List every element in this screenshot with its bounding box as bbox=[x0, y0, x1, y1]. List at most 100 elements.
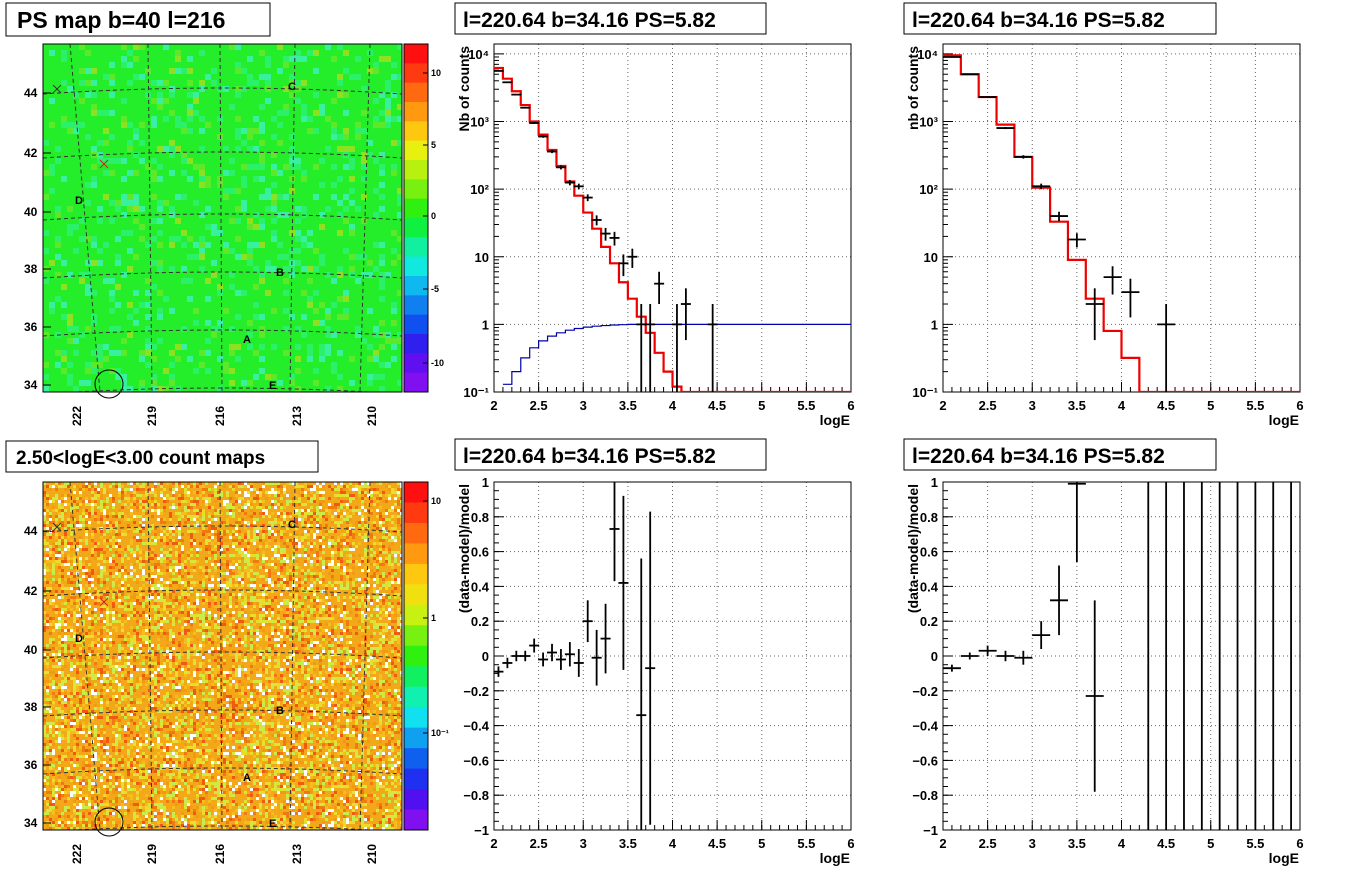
map-pixel bbox=[211, 332, 217, 338]
map-pixel bbox=[220, 590, 223, 593]
map-pixel bbox=[313, 488, 316, 491]
map-pixel bbox=[229, 641, 232, 644]
map-pixel bbox=[46, 527, 49, 530]
map-pixel bbox=[241, 482, 244, 485]
map-pixel bbox=[67, 635, 70, 638]
map-pixel bbox=[91, 626, 94, 629]
map-pixel bbox=[103, 491, 106, 494]
map-pixel bbox=[133, 617, 136, 620]
map-pixel bbox=[385, 635, 388, 638]
map-pixel bbox=[139, 560, 142, 563]
map-pixel bbox=[151, 194, 157, 200]
map-pixel bbox=[367, 617, 370, 620]
map-pixel bbox=[160, 566, 163, 569]
map-pixel bbox=[67, 617, 70, 620]
map-pixel bbox=[55, 518, 58, 521]
map-pixel bbox=[256, 527, 259, 530]
map-pixel bbox=[103, 626, 106, 629]
map-pixel bbox=[133, 503, 136, 506]
map-pixel bbox=[262, 623, 265, 626]
map-pixel bbox=[262, 485, 265, 488]
map-pixel bbox=[88, 515, 91, 518]
map-pixel bbox=[199, 662, 202, 665]
map-pixel bbox=[238, 641, 241, 644]
longitude-line bbox=[289, 44, 296, 392]
map-pixel bbox=[310, 542, 313, 545]
map-pixel bbox=[238, 551, 241, 554]
map-pixel bbox=[271, 629, 274, 632]
map-pixel bbox=[61, 620, 64, 623]
map-pixel bbox=[265, 617, 268, 620]
map-pixel bbox=[295, 206, 301, 212]
map-pixel bbox=[112, 581, 115, 584]
map-pixel bbox=[238, 611, 241, 614]
map-pixel bbox=[118, 539, 121, 542]
map-pixel bbox=[319, 344, 325, 350]
map-pixel bbox=[169, 620, 172, 623]
map-pixel bbox=[376, 659, 379, 662]
map-pixel bbox=[130, 575, 133, 578]
map-pixel bbox=[208, 617, 211, 620]
map-pixel bbox=[346, 554, 349, 557]
map-pixel bbox=[352, 581, 355, 584]
map-pixel bbox=[88, 653, 91, 656]
map-pixel bbox=[283, 641, 286, 644]
map-pixel bbox=[274, 620, 277, 623]
map-pixel bbox=[391, 656, 394, 659]
map-pixel bbox=[178, 596, 181, 599]
map-pixel bbox=[214, 626, 217, 629]
map-pixel bbox=[91, 242, 97, 248]
map-pixel bbox=[232, 515, 235, 518]
map-pixel bbox=[235, 254, 241, 260]
map-pixel bbox=[247, 569, 250, 572]
map-pixel bbox=[181, 608, 184, 611]
map-pixel bbox=[334, 542, 337, 545]
map-pixel bbox=[286, 602, 289, 605]
map-pixel bbox=[142, 662, 145, 665]
map-pixel bbox=[346, 500, 349, 503]
map-pixel bbox=[73, 557, 76, 560]
map-pixel bbox=[232, 626, 235, 629]
map-pixel bbox=[169, 593, 172, 596]
map-pixel bbox=[325, 272, 331, 278]
map-pixel bbox=[61, 518, 64, 521]
map-pixel bbox=[49, 617, 52, 620]
map-pixel bbox=[187, 515, 190, 518]
map-pixel bbox=[355, 254, 361, 260]
map-pixel bbox=[265, 194, 271, 200]
map-pixel bbox=[382, 545, 385, 548]
map-pixel bbox=[187, 575, 190, 578]
map-pixel bbox=[337, 296, 343, 302]
map-pixel bbox=[169, 485, 172, 488]
map-pixel bbox=[130, 566, 133, 569]
map-pixel bbox=[358, 566, 361, 569]
colorbar-segment bbox=[404, 63, 428, 84]
map-pixel bbox=[334, 659, 337, 662]
map-pixel bbox=[367, 515, 370, 518]
map-pixel bbox=[310, 524, 313, 527]
map-pixel bbox=[79, 659, 82, 662]
map-pixel bbox=[43, 503, 46, 506]
map-pixel bbox=[385, 641, 388, 644]
map-pixel bbox=[385, 548, 388, 551]
map-pixel bbox=[301, 659, 304, 662]
map-pixel bbox=[73, 122, 79, 128]
map-pixel bbox=[295, 512, 298, 515]
map-pixel bbox=[202, 518, 205, 521]
map-pixel bbox=[205, 500, 208, 503]
map-pixel bbox=[244, 506, 247, 509]
map-pixel bbox=[259, 356, 265, 362]
map-pixel bbox=[238, 578, 241, 581]
map-pixel bbox=[295, 608, 298, 611]
map-pixel bbox=[295, 368, 301, 374]
map-pixel bbox=[70, 653, 73, 656]
map-pixel bbox=[355, 128, 361, 134]
map-pixel bbox=[187, 128, 193, 134]
map-pixel bbox=[88, 485, 91, 488]
map-pixel bbox=[76, 665, 79, 668]
map-pixel bbox=[235, 68, 241, 74]
map-pixel bbox=[238, 503, 241, 506]
map-pixel bbox=[169, 521, 172, 524]
colorbar-tick-label: 0 bbox=[431, 211, 436, 221]
map-pixel bbox=[376, 623, 379, 626]
